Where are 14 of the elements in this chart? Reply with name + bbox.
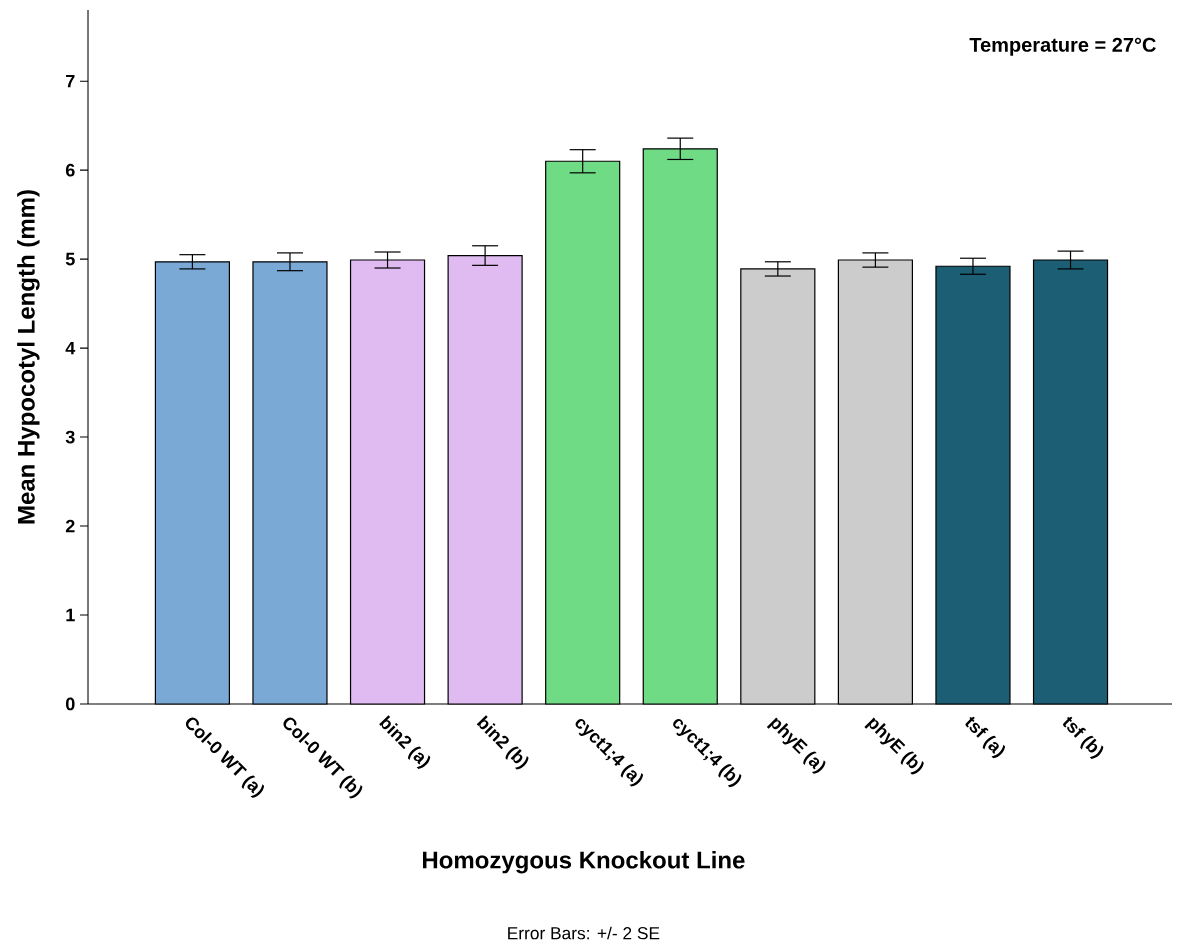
x-tick-label: tsf (a): [965, 716, 1006, 759]
y-tick-label: 5: [65, 252, 75, 266]
y-tick-label: 6: [65, 163, 75, 177]
annotation: Temperature = 27°C: [969, 37, 1156, 56]
y-tick-label: 2: [65, 519, 75, 533]
text: Error Bars: +/- 2 SE: [508, 926, 660, 940]
x-tick-label: tsf (b): [1063, 716, 1104, 759]
y-tick-label: 4: [65, 341, 76, 355]
y-tick-label: 3: [65, 430, 75, 444]
y-tick-label: 1: [66, 608, 75, 622]
y-axis-title: Mean Hypocotyl Length (mm): [17, 190, 40, 524]
y-tick-label: 7: [66, 74, 75, 88]
y-tick-label: 0: [66, 697, 75, 711]
x-axis-title: Homozygous Knockout Line: [423, 850, 745, 874]
